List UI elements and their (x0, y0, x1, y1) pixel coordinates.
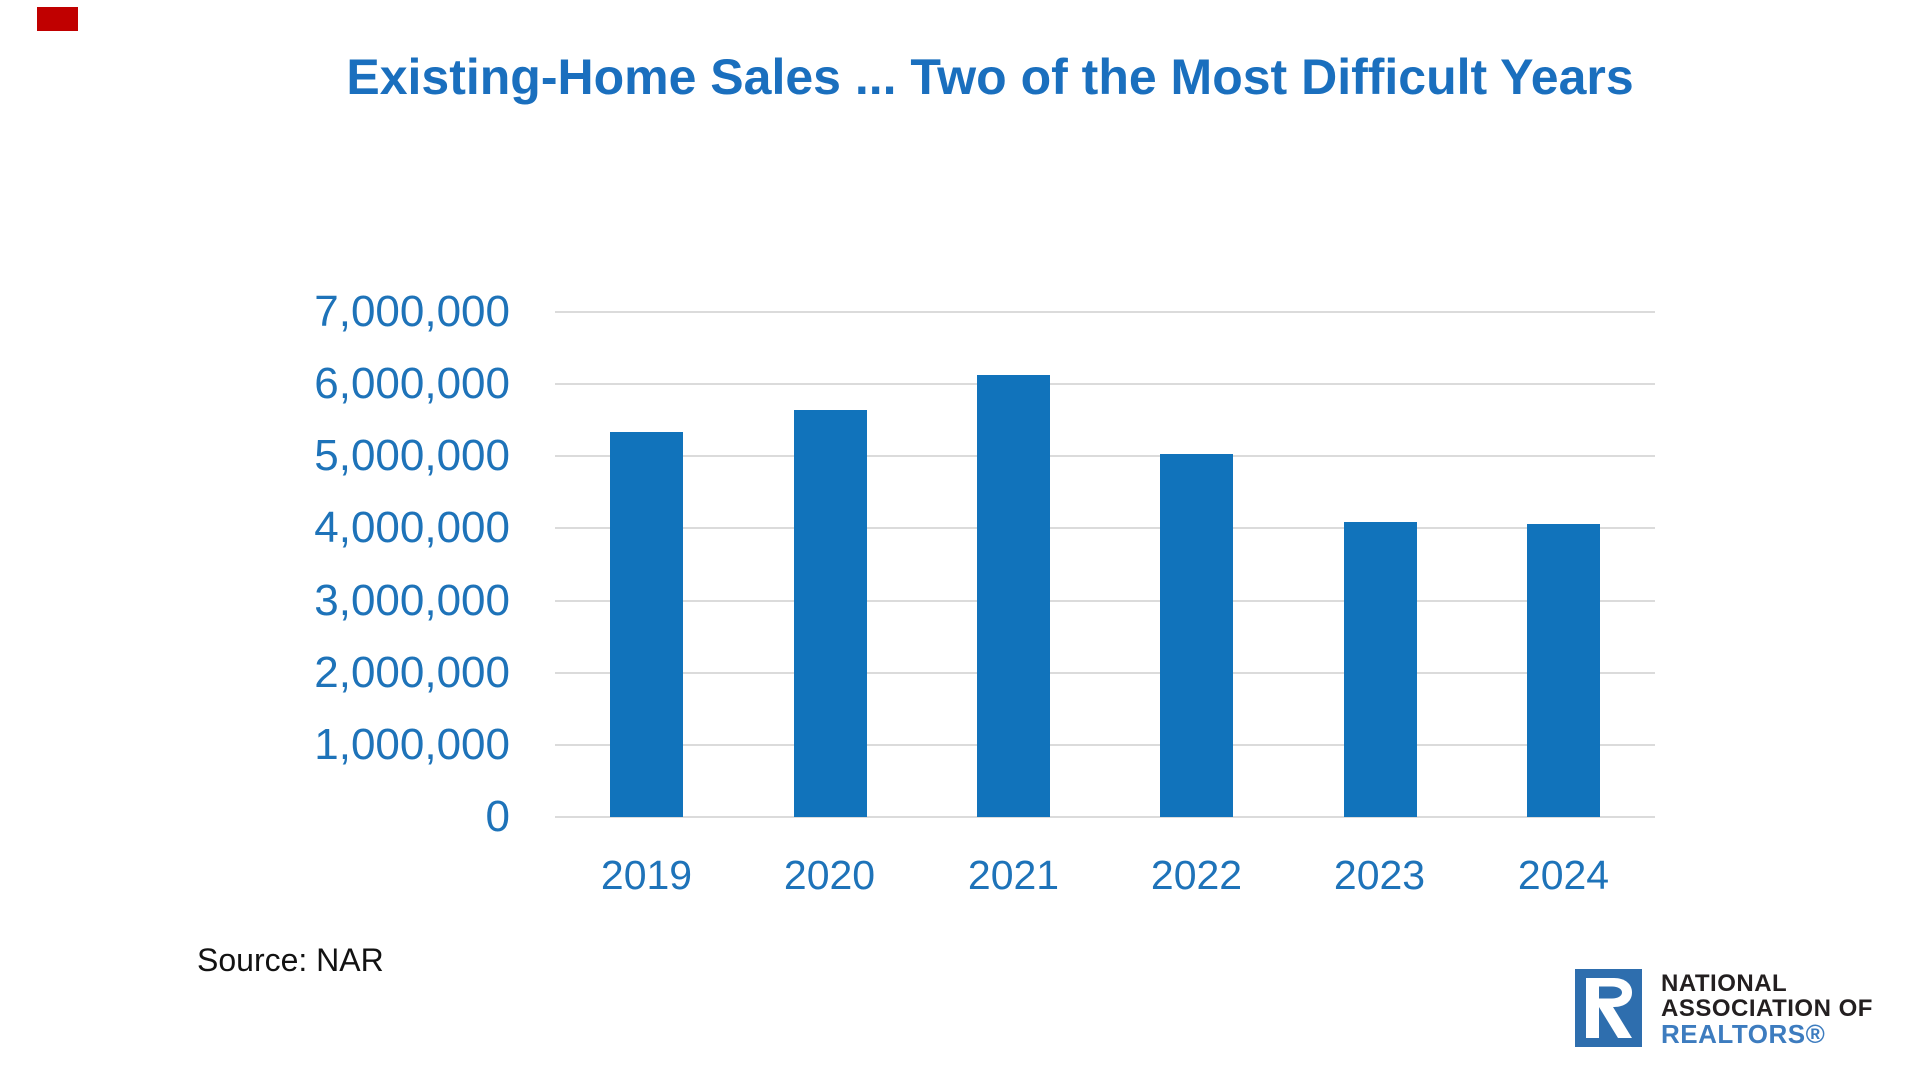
x-axis-category-label: 2019 (600, 852, 693, 898)
bar (1160, 454, 1233, 817)
bar (794, 410, 867, 817)
nar-logo-text: NATIONAL ASSOCIATION OF REALTORS® (1661, 969, 1873, 1048)
bar (1527, 524, 1600, 817)
slide-accent-red-rectangle (37, 7, 78, 31)
gridline (555, 671, 1655, 674)
y-axis-tick-label: 7,000,000 (314, 287, 510, 336)
y-axis-tick-label: 3,000,000 (314, 575, 510, 625)
bar (1344, 522, 1417, 817)
gridline (555, 455, 1655, 458)
gridline (555, 743, 1655, 746)
x-axis-category-label: 2024 (1517, 852, 1610, 898)
gridline (555, 527, 1655, 530)
bar (610, 432, 683, 817)
source-note: Source: NAR (197, 942, 384, 978)
x-axis-category-label: 2022 (1150, 852, 1243, 898)
x-axis-category-label: 2021 (967, 852, 1060, 898)
y-axis-tick-label: 0 (485, 792, 510, 841)
nar-logo-r-icon (1575, 969, 1642, 1047)
gridline (555, 383, 1655, 386)
gridline (555, 311, 1655, 313)
x-axis-category-label: 2023 (1333, 852, 1426, 898)
y-axis-tick-label: 5,000,000 (314, 431, 510, 481)
bar (977, 375, 1050, 817)
chart-title: Existing-Home Sales ... Two of the Most … (346, 49, 1634, 105)
gridline (555, 816, 1655, 818)
y-axis-tick-label: 2,000,000 (314, 647, 510, 697)
y-axis-tick-label: 1,000,000 (314, 719, 510, 769)
nar-logo-text-line2: ASSOCIATION OF (1661, 995, 1873, 1022)
y-axis-tick-label: 4,000,000 (314, 503, 510, 553)
nar-logo-text-line3: REALTORS® (1661, 1019, 1826, 1049)
nar-logo-text-line1: NATIONAL (1661, 970, 1788, 997)
nar-logo: NATIONAL ASSOCIATION OF REALTORS® (1575, 969, 1873, 1048)
gridline (555, 599, 1655, 602)
y-axis-tick-label: 6,000,000 (314, 359, 510, 409)
x-axis-category-label: 2020 (783, 852, 876, 898)
